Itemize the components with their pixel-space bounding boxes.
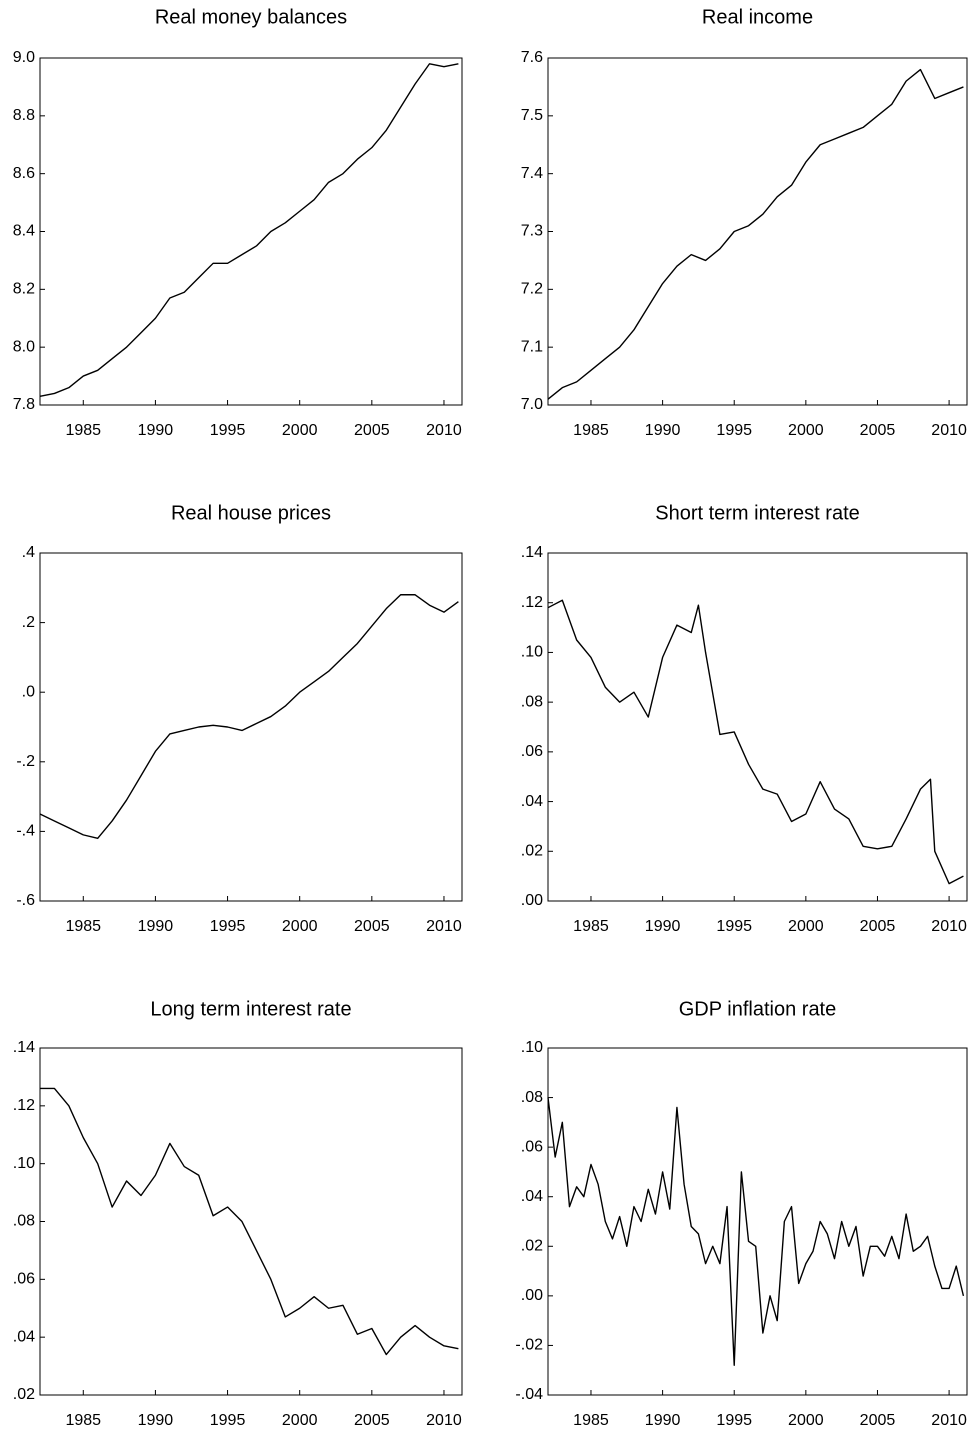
y-tick-label: .06: [13, 1271, 35, 1288]
x-tick-label: 2005: [860, 1412, 896, 1429]
x-tick-label: 2000: [788, 422, 824, 439]
x-tick-label: 2010: [426, 918, 462, 935]
y-tick-label: .14: [521, 544, 543, 561]
x-tick-label: 1990: [645, 918, 681, 935]
y-tick-label: 7.4: [521, 165, 543, 182]
y-tick-label: .08: [521, 1089, 543, 1106]
y-tick-label: .08: [13, 1213, 35, 1230]
plot-frame: [39, 1047, 463, 1396]
y-tick-label: .04: [521, 793, 543, 810]
y-tick-label: .02: [521, 1238, 543, 1255]
x-tick-label: 1985: [65, 422, 101, 439]
plot-frame: [547, 57, 968, 406]
x-tick-label: 2000: [788, 918, 824, 935]
x-tick-label: 1995: [716, 422, 752, 439]
x-tick-label: 1995: [716, 1412, 752, 1429]
chart-title: Long term interest rate: [150, 998, 351, 1020]
x-tick-label: 2005: [354, 918, 390, 935]
x-tick-label: 1985: [65, 918, 101, 935]
y-tick-label: .12: [521, 594, 543, 611]
y-tick-label: 7.0: [521, 396, 543, 413]
y-tick-label: 8.8: [13, 107, 35, 124]
y-tick-label: 7.3: [521, 223, 543, 240]
chart-title: Real income: [702, 6, 813, 28]
y-tick-label: .06: [521, 743, 543, 760]
data-line: [547, 68, 964, 400]
x-tick-label: 2005: [354, 422, 390, 439]
x-tick-label: 2000: [282, 918, 318, 935]
y-tick-label: -.04: [515, 1386, 543, 1403]
y-tick-label: .06: [521, 1138, 543, 1155]
x-tick-label: 1990: [138, 422, 174, 439]
y-tick-label: -.4: [16, 823, 35, 840]
y-tick-label: 7.1: [521, 338, 543, 355]
x-tick-label: 2000: [282, 422, 318, 439]
x-tick-label: 2010: [931, 1412, 967, 1429]
x-tick-label: 1990: [138, 918, 174, 935]
y-tick-label: 8.2: [13, 281, 35, 298]
x-tick-label: 1995: [210, 422, 246, 439]
y-tick-label: .10: [521, 1039, 543, 1056]
chart-title: GDP inflation rate: [679, 998, 837, 1020]
y-tick-label: 7.2: [521, 281, 543, 298]
y-tick-label: .2: [22, 614, 35, 631]
plot-frame: [39, 552, 463, 902]
data-line: [547, 599, 964, 885]
x-tick-label: 2000: [282, 1412, 318, 1429]
y-tick-label: .08: [521, 693, 543, 710]
y-tick-label: .14: [13, 1039, 35, 1056]
x-tick-label: 2005: [354, 1412, 390, 1429]
chart-title: Short term interest rate: [655, 502, 860, 524]
y-tick-label: .12: [13, 1097, 35, 1114]
y-tick-label: .4: [22, 544, 35, 561]
y-tick-label: 8.0: [13, 338, 35, 355]
chart-title: Real house prices: [171, 502, 331, 524]
x-tick-label: 2005: [860, 422, 896, 439]
data-line: [40, 1087, 459, 1356]
y-tick-label: .04: [13, 1328, 35, 1345]
x-tick-label: 2010: [931, 422, 967, 439]
y-tick-label: -.6: [16, 892, 35, 909]
x-tick-label: 1995: [210, 918, 246, 935]
y-tick-label: -.02: [515, 1337, 543, 1354]
y-tick-label: 7.5: [521, 107, 543, 124]
x-tick-label: 1985: [573, 422, 609, 439]
y-tick-label: 7.6: [521, 49, 543, 66]
x-tick-label: 2000: [788, 1412, 824, 1429]
x-tick-label: 1985: [65, 1412, 101, 1429]
x-tick-label: 1995: [716, 918, 752, 935]
y-tick-label: .00: [521, 892, 543, 909]
x-tick-label: 1990: [645, 1412, 681, 1429]
y-tick-label: .10: [521, 644, 543, 661]
y-tick-label: -.2: [16, 753, 35, 770]
y-tick-label: 7.8: [13, 396, 35, 413]
y-tick-label: 8.4: [13, 223, 35, 240]
y-tick-label: .02: [521, 843, 543, 860]
y-tick-label: .04: [521, 1188, 543, 1205]
x-tick-label: 2005: [860, 918, 896, 935]
x-tick-label: 2010: [931, 918, 967, 935]
x-tick-label: 2010: [426, 422, 462, 439]
y-tick-label: .0: [22, 683, 35, 700]
plot-frame: [547, 1047, 968, 1396]
data-line: [39, 63, 459, 398]
x-tick-label: 1990: [138, 1412, 174, 1429]
data-line: [547, 1097, 965, 1366]
y-tick-label: .00: [521, 1287, 543, 1304]
chart-title: Real money balances: [155, 6, 347, 28]
x-tick-label: 2010: [426, 1412, 462, 1429]
x-tick-label: 1985: [573, 918, 609, 935]
x-tick-label: 1995: [210, 1412, 246, 1429]
x-tick-label: 1985: [573, 1412, 609, 1429]
y-tick-label: 8.6: [13, 165, 35, 182]
y-tick-label: .02: [13, 1386, 35, 1403]
x-tick-label: 1990: [645, 422, 681, 439]
plot-frame: [547, 552, 968, 902]
y-tick-label: .10: [13, 1155, 35, 1172]
data-line: [39, 594, 459, 840]
y-tick-label: 9.0: [13, 49, 35, 66]
